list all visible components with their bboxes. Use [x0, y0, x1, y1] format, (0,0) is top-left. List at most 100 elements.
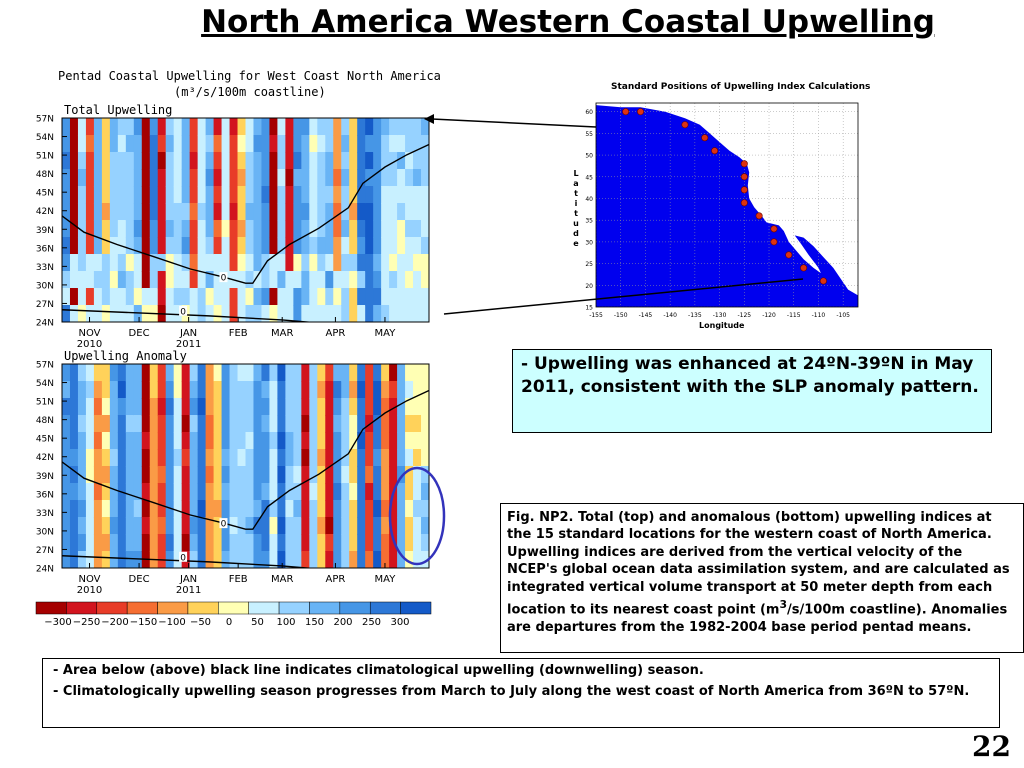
field-cell	[325, 398, 334, 416]
field-cell	[133, 398, 143, 416]
field-cell	[357, 203, 366, 221]
field-cell	[317, 500, 326, 518]
field-cell	[85, 169, 95, 187]
field-cell	[213, 551, 223, 568]
field-cell	[413, 288, 422, 306]
field-cell	[421, 203, 429, 221]
field-cell	[269, 118, 279, 136]
y-tick-label: 42N	[36, 207, 54, 217]
contour-label: 0	[221, 274, 227, 284]
field-cell	[333, 517, 342, 535]
field-cell	[237, 449, 247, 467]
field-cell	[62, 534, 71, 552]
field-cell	[117, 169, 127, 187]
field-cell	[285, 305, 294, 322]
field-cell	[293, 135, 302, 153]
field-cell	[253, 483, 263, 501]
field-cell	[301, 466, 310, 484]
field-cell	[333, 118, 342, 136]
field-cell	[85, 534, 95, 552]
field-cell	[389, 517, 398, 535]
field-cell	[277, 398, 286, 416]
field-cell	[309, 169, 318, 187]
field-cell	[109, 203, 119, 221]
field-cell	[69, 364, 79, 382]
field-cell	[405, 466, 414, 484]
field-cell	[301, 449, 310, 467]
field-cell	[229, 237, 239, 255]
map-ylabel-char: e	[573, 239, 579, 248]
field-cell	[253, 364, 263, 382]
field-cell	[253, 186, 263, 204]
field-cell	[197, 254, 207, 272]
field-cell	[413, 398, 422, 416]
x-tick-label: JAN	[179, 574, 197, 585]
field-cell	[357, 432, 366, 450]
field-cell	[197, 271, 207, 289]
field-cell	[221, 220, 231, 238]
field-cell	[325, 305, 334, 322]
field-cell	[301, 288, 310, 306]
colorbar-swatch	[96, 601, 128, 615]
field-cell	[77, 483, 87, 501]
field-cell	[125, 186, 135, 204]
field-cell	[325, 254, 334, 272]
field-cell	[349, 483, 358, 501]
field-cell	[101, 466, 111, 484]
field-cell	[69, 398, 79, 416]
field-cell	[405, 483, 414, 501]
field-cell	[277, 534, 286, 552]
field-cell	[181, 237, 191, 255]
field-cell	[421, 364, 429, 382]
field-cell	[381, 534, 390, 552]
field-cell	[221, 449, 231, 467]
field-cell	[245, 415, 255, 433]
field-cell	[205, 415, 215, 433]
field-cell	[341, 466, 350, 484]
field-cell	[213, 152, 223, 170]
field-cell	[237, 483, 247, 501]
field-cell	[69, 415, 79, 433]
y-tick-label: 30N	[36, 281, 54, 291]
station-marker	[740, 160, 748, 168]
field-cell	[349, 432, 358, 450]
field-cell	[101, 432, 111, 450]
field-cell	[277, 305, 286, 322]
field-cell	[373, 254, 382, 272]
field-cell	[421, 220, 429, 238]
field-cell	[389, 152, 398, 170]
field-cell	[229, 551, 239, 568]
field-cell	[397, 415, 406, 433]
field-cell	[341, 220, 350, 238]
field-cell	[245, 398, 255, 416]
y-tick-label: 33N	[36, 263, 54, 273]
field-cell	[389, 432, 398, 450]
field-cell	[285, 398, 294, 416]
field-cell	[333, 483, 342, 501]
field-cell	[397, 500, 406, 518]
field-cell	[317, 517, 326, 535]
field-cell	[309, 186, 318, 204]
field-cell	[317, 551, 326, 568]
field-cell	[317, 203, 326, 221]
map-title: Standard Positions of Upwelling Index Ca…	[611, 82, 870, 92]
field-cell	[213, 483, 223, 501]
field-cell	[245, 381, 255, 399]
field-cell	[373, 203, 382, 221]
field-cell	[125, 152, 135, 170]
field-cell	[245, 466, 255, 484]
field-cell	[357, 364, 366, 382]
field-cell	[221, 483, 231, 501]
field-cell	[341, 152, 350, 170]
field-cell	[373, 364, 382, 382]
field-cell	[149, 517, 159, 535]
field-cell	[349, 254, 358, 272]
enhanced-upwelling-note: - Upwelling was enhanced at 24ºN-39ºN in…	[512, 349, 992, 433]
field-cell	[141, 271, 151, 289]
field-cell	[397, 534, 406, 552]
field-cell	[397, 432, 406, 450]
field-cell	[173, 415, 183, 433]
field-cell	[293, 220, 302, 238]
field-cell	[133, 203, 143, 221]
field-cell	[213, 517, 223, 535]
